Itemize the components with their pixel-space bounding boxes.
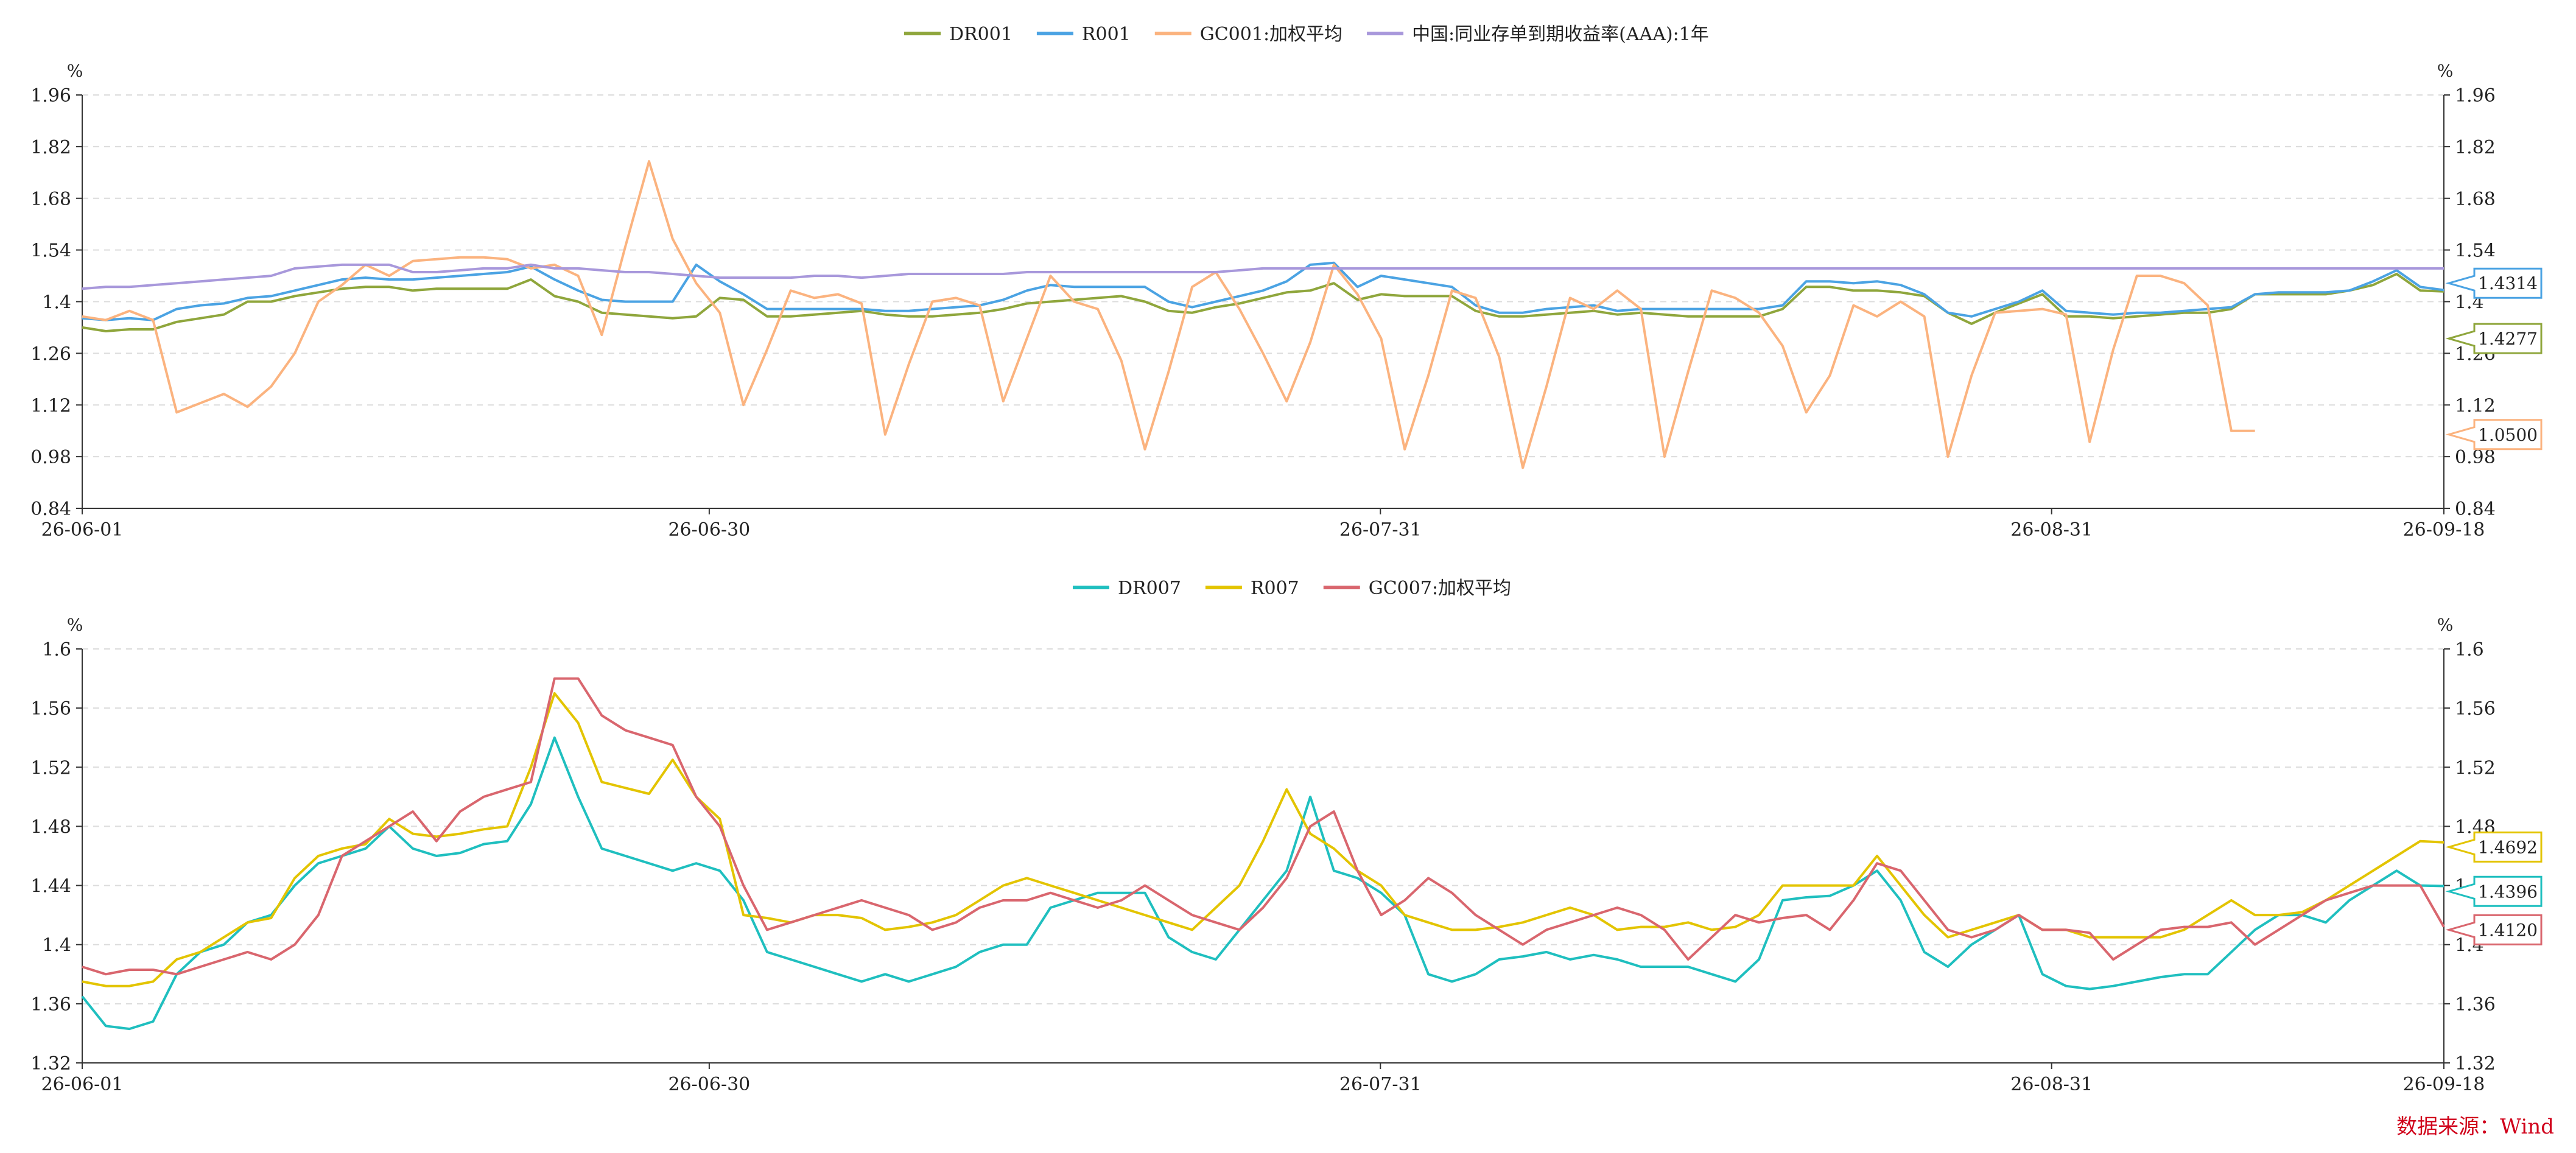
x-tick-label: 26-08-31: [2010, 519, 2093, 541]
y-unit-right: %: [2437, 615, 2454, 635]
chart-panel-1: 0.84 0.840.98 0.981.12 1.121.26 1.261.4 1.41.…: [30, 24, 2543, 541]
x-tick-label: 26-06-30: [668, 519, 750, 541]
y-tick-label-left: 1.26: [30, 343, 71, 365]
y-tick-label-left: 1.68: [30, 189, 71, 210]
chart-panel-2: 1.321.321.361.361.41.41.441.441.481.481.…: [30, 578, 2543, 1095]
y-tick-label-left: 1.32: [30, 1053, 71, 1074]
end-label-box: [2445, 323, 2543, 354]
end-label-2-1: 1.4396: [2445, 875, 2543, 907]
end-label-box: [2445, 914, 2543, 945]
y-tick-label-left: 1.82: [30, 137, 71, 158]
y-tick-label-right: 1.32: [2455, 1053, 2496, 1074]
y-tick-label-right: 1.54: [2455, 240, 2496, 262]
series-line-3: [82, 160, 2255, 469]
x-tick-label: 26-07-31: [1339, 519, 1422, 541]
end-label-box: [2445, 875, 2543, 907]
legend-label: R007: [1251, 578, 1299, 599]
series-line-1: [81, 736, 2444, 1031]
end-label-1-2: 1.4314: [2445, 267, 2543, 299]
y-tick-label-right: 1.96: [2455, 85, 2496, 107]
end-label-2-2: 1.4692: [2445, 831, 2543, 863]
end-label-text: 1.4314: [2478, 273, 2538, 293]
legend-item-3: GC001:加权平均: [1154, 24, 1342, 45]
legend-label: 中国:同业存单到期收益率(AAA):1年: [1412, 24, 1709, 45]
y-tick-label-left: 1.48: [30, 816, 71, 838]
legend-label: DR007: [1118, 578, 1181, 599]
y-tick-label-left: 1.4: [42, 292, 71, 314]
x-tick-label: 26-06-30: [668, 1074, 750, 1095]
legend-item-2: R007: [1205, 578, 1299, 599]
y-tick-label-right: 1.68: [2455, 189, 2496, 210]
legend-label: GC007:加权平均: [1369, 578, 1511, 599]
y-tick-label-right: 1.36: [2455, 994, 2496, 1015]
end-label-box: [2445, 267, 2543, 299]
y-tick-label-right: 1.52: [2455, 757, 2496, 779]
y-tick-label-left: 1.44: [30, 876, 71, 897]
y-tick-label-left: 0.84: [30, 499, 71, 520]
legend-item-1: DR007: [1073, 578, 1181, 599]
legend-item-2: R001: [1036, 24, 1131, 45]
legend-2: DR007 R007 GC007:加权平均: [1073, 578, 1511, 599]
y-tick-label-left: 1.6: [42, 639, 71, 661]
end-label-box: [2445, 419, 2543, 450]
y-tick-label-left: 1.12: [30, 395, 71, 416]
x-tick-label: 26-06-01: [41, 1074, 124, 1095]
y-unit-left: %: [67, 61, 83, 81]
data-source-label: 数据来源：Wind: [2396, 1115, 2554, 1139]
y-tick-label-right: 0.84: [2455, 499, 2496, 520]
legend-label: R001: [1082, 24, 1131, 45]
y-tick-label-left: 1.52: [30, 757, 71, 779]
y-tick-label-left: 0.98: [30, 447, 71, 468]
x-tick-label: 26-07-31: [1339, 1074, 1422, 1095]
end-label-text: 1.4692: [2478, 837, 2538, 857]
x-tick-label: 26-09-18: [2403, 1074, 2485, 1095]
y-tick-label-left: 1.4: [42, 935, 71, 956]
series-line-1: [82, 273, 2444, 332]
y-tick-label-right: 1.12: [2455, 395, 2496, 416]
end-label-1-3: 1.0500: [2445, 419, 2543, 450]
y-unit-left: %: [67, 615, 83, 635]
x-tick-label: 26-08-31: [2010, 1074, 2093, 1095]
series-line-2: [82, 261, 2444, 321]
y-tick-label-right: 1.82: [2455, 137, 2496, 158]
end-label-text: 1.4120: [2478, 920, 2538, 940]
y-tick-label-left: 1.56: [30, 698, 71, 720]
end-label-text: 1.4277: [2478, 329, 2538, 349]
y-tick-label-left: 1.54: [30, 240, 71, 262]
y-tick-label-right: 0.98: [2455, 447, 2496, 468]
end-label-text: 1.4396: [2478, 881, 2538, 902]
end-label-2-3: 1.4120: [2445, 914, 2543, 945]
legend-label: DR001: [949, 24, 1013, 45]
y-unit-right: %: [2437, 61, 2454, 81]
x-tick-label: 26-06-01: [41, 519, 124, 541]
legend-1: DR001 R001 GC001:加权平均 中国:同业存单到期收益率(AAA):1年: [904, 24, 1709, 45]
end-label-box: [2445, 831, 2543, 863]
legend-item-4: 中国:同业存单到期收益率(AAA):1年: [1367, 24, 1709, 45]
x-tick-label: 26-09-18: [2403, 519, 2485, 541]
series-line-3: [82, 677, 2445, 976]
end-label-text: 1.0500: [2478, 425, 2538, 445]
y-tick-label-left: 1.96: [30, 85, 71, 107]
series-line-4: [82, 263, 2444, 290]
legend-label: GC001:加权平均: [1200, 24, 1342, 45]
y-tick-label-left: 1.36: [30, 994, 71, 1015]
legend-item-1: DR001: [904, 24, 1013, 45]
y-tick-label-right: 1.56: [2455, 698, 2496, 720]
legend-item-3: GC007:加权平均: [1323, 578, 1511, 599]
end-label-1-1: 1.4277: [2445, 323, 2543, 354]
y-tick-label-right: 1.6: [2455, 639, 2484, 661]
